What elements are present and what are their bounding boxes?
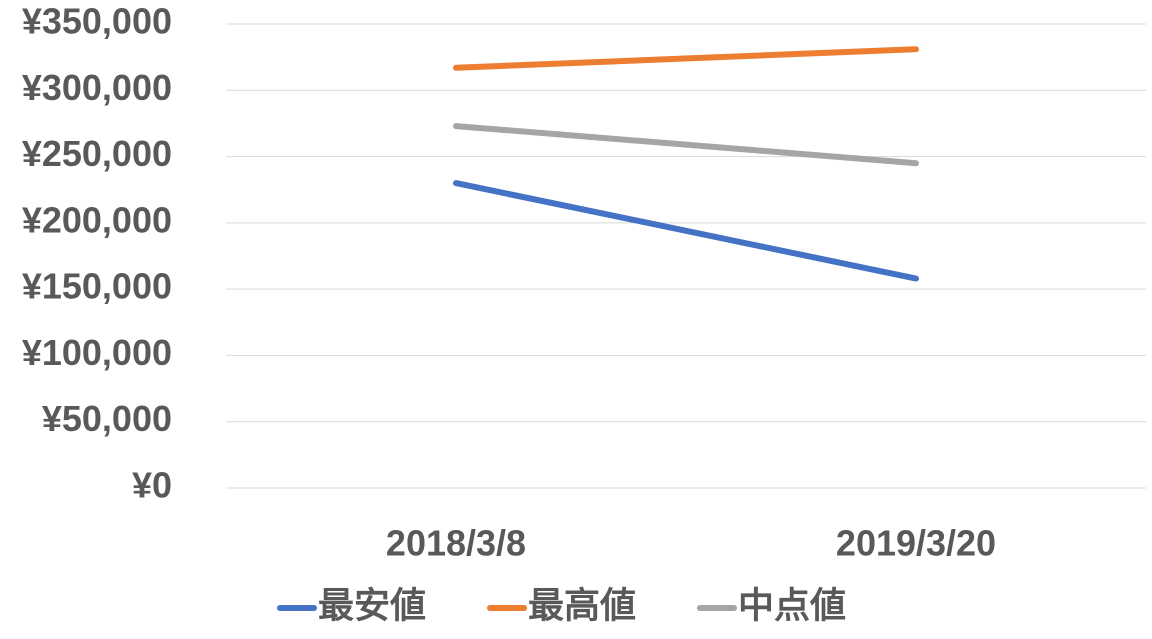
series-line	[453, 123, 919, 167]
series-line	[453, 180, 919, 282]
y-tick-label: ¥350,000	[22, 1, 172, 42]
y-tick-label: ¥150,000	[22, 266, 172, 307]
series-line	[453, 46, 919, 71]
y-tick-label: ¥100,000	[22, 332, 172, 373]
x-tick-label: 2018/3/8	[386, 523, 526, 564]
legend-label: 最安値	[318, 585, 426, 626]
y-tick-label: ¥0	[132, 465, 172, 506]
y-tick-label: ¥50,000	[42, 398, 172, 439]
legend-label: 中点値	[738, 585, 846, 626]
y-tick-label: ¥200,000	[22, 199, 172, 240]
y-tick-label: ¥300,000	[22, 67, 172, 108]
x-tick-label: 2019/3/20	[836, 523, 996, 564]
legend-label: 最高値	[528, 585, 636, 626]
y-tick-label: ¥250,000	[22, 133, 172, 174]
